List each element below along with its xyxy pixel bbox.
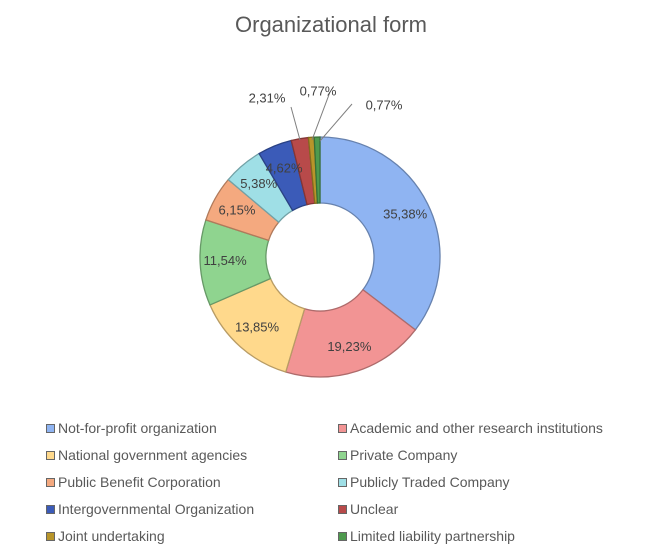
leader-line-7 bbox=[290, 106, 301, 141]
legend-label-2: National government agencies bbox=[58, 447, 248, 463]
leader-line-9 bbox=[319, 103, 353, 142]
legend-swatch-9 bbox=[338, 531, 347, 541]
legend-label-7: Unclear bbox=[350, 501, 399, 517]
chart-title: Organizational form bbox=[235, 12, 427, 37]
legend-item-2: National government agencies bbox=[46, 447, 247, 463]
data-label-8: 0,77% bbox=[300, 83, 337, 98]
legend-label-4: Public Benefit Corporation bbox=[58, 474, 221, 490]
legend-label-6: Intergovernmental Organization bbox=[58, 501, 255, 517]
slice-1 bbox=[284, 288, 417, 378]
slices-group bbox=[199, 136, 441, 378]
legend-label-9: Limited liability partnership bbox=[350, 528, 515, 544]
legend-swatch-4 bbox=[46, 477, 55, 487]
legend-label-3: Private Company bbox=[350, 447, 458, 463]
legend-item-4: Public Benefit Corporation bbox=[46, 474, 221, 490]
legend-item-1: Academic and other research institutions bbox=[338, 420, 603, 436]
legend-swatch-0 bbox=[46, 423, 55, 433]
slice-9 bbox=[313, 136, 321, 204]
data-label-5: 5,38% bbox=[240, 176, 277, 191]
data-label-1: 19,23% bbox=[327, 339, 372, 354]
legend-item-5: Publicly Traded Company bbox=[338, 474, 510, 490]
data-label-3: 11,54% bbox=[204, 253, 248, 268]
legend-swatch-6 bbox=[46, 504, 55, 514]
legend-label-5: Publicly Traded Company bbox=[350, 474, 510, 490]
legend-item-3: Private Company bbox=[338, 447, 457, 463]
data-label-2: 13,85% bbox=[235, 320, 280, 335]
legend-swatch-8 bbox=[46, 531, 55, 541]
data-labels-group: 35,38% 19,23% 13,85% 11,54% 6,15% 5,38%4,62% 2… bbox=[204, 83, 428, 353]
slice-0 bbox=[319, 136, 441, 331]
legend-item-9: Limited liability partnership bbox=[338, 528, 515, 544]
legend-swatch-7 bbox=[338, 504, 347, 514]
legend-swatch-1 bbox=[338, 423, 347, 433]
legend-item-8: Joint undertaking bbox=[46, 528, 165, 544]
legend-swatch-3 bbox=[338, 450, 347, 460]
legend-label-1: Academic and other research institutions bbox=[350, 420, 603, 436]
leader-lines-group bbox=[290, 91, 353, 142]
legend-swatch-5 bbox=[338, 477, 347, 487]
legend-item-7: Unclear bbox=[338, 501, 398, 517]
legend-swatch-2 bbox=[46, 450, 55, 460]
data-label-7: 2,31% bbox=[249, 90, 286, 105]
legend-item-6: Intergovernmental Organization bbox=[46, 501, 254, 517]
leader-line-8 bbox=[311, 91, 331, 141]
data-label-0: 35,38% bbox=[383, 206, 428, 221]
data-label-9: 0,77% bbox=[366, 97, 403, 112]
legend-label-8: Joint undertaking bbox=[58, 528, 165, 544]
data-label-6: 4,62% bbox=[266, 160, 303, 175]
donut-chart: Organizational form 35,38% 19,23% 13,85% 11… bbox=[199, 12, 441, 378]
legend-label-0: Not-for-profit organization bbox=[58, 420, 217, 436]
data-label-4: 6,15% bbox=[219, 202, 256, 217]
legend-item-0: Not-for-profit organization bbox=[46, 420, 217, 436]
